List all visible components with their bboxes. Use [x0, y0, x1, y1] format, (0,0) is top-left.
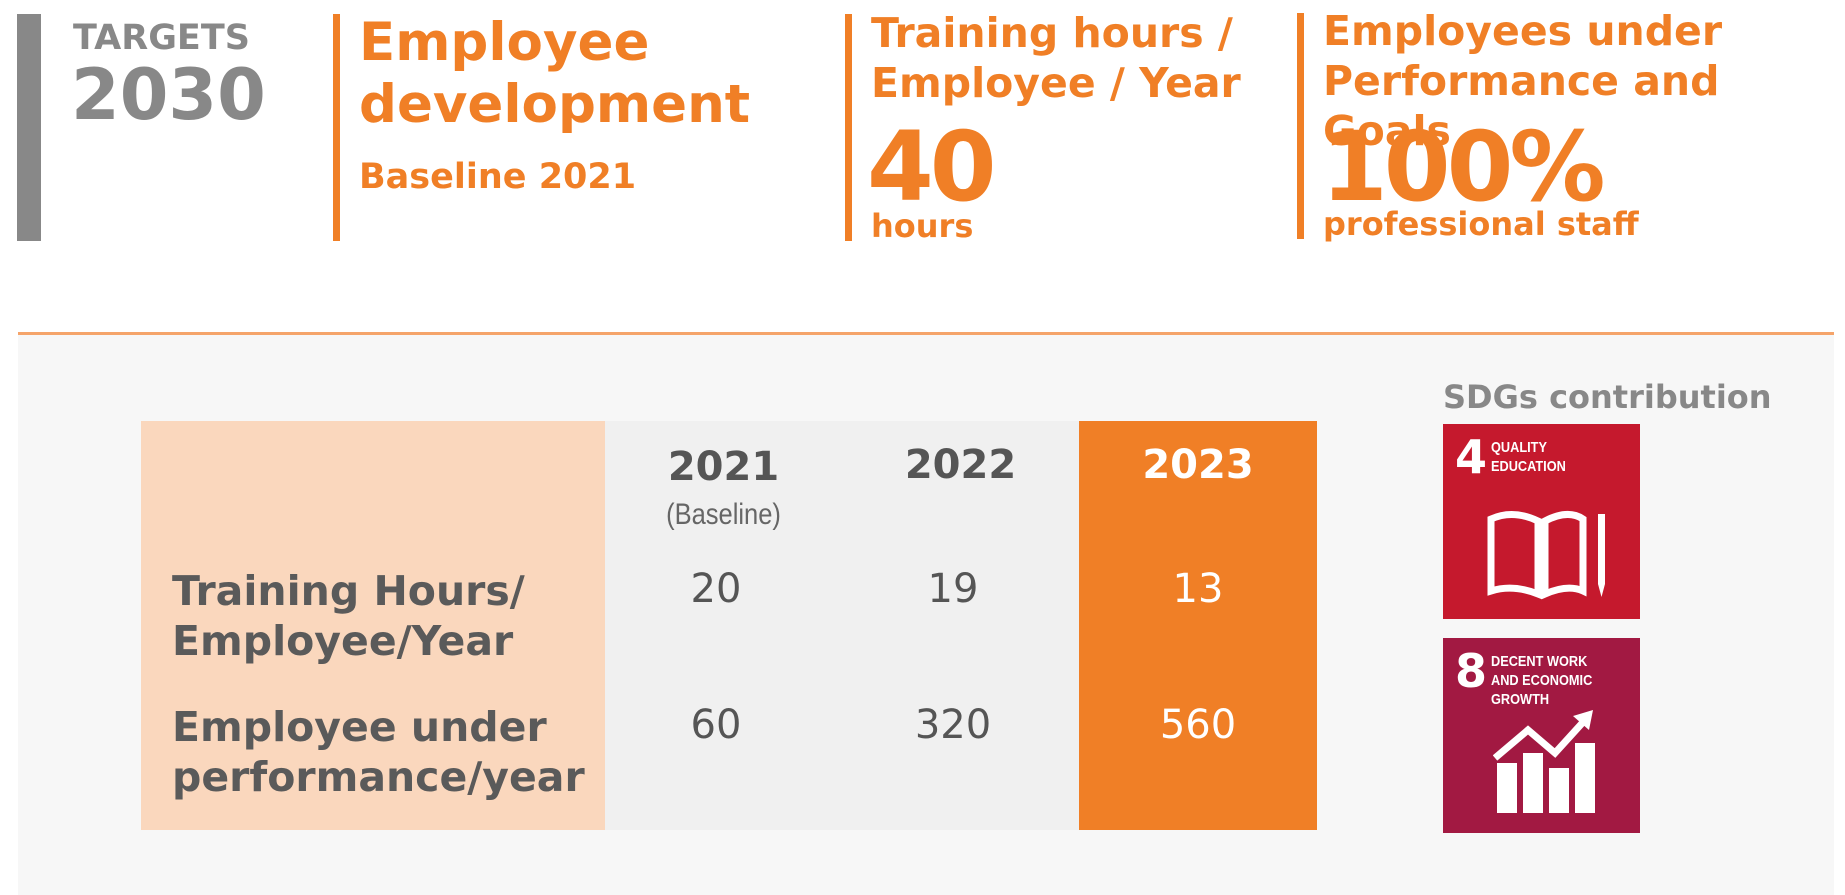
separator [18, 332, 1834, 335]
target-value: 40 [867, 111, 997, 223]
divider [845, 14, 852, 241]
target-title: Training hours / Employee / Year [871, 9, 1241, 107]
sdg-number: 4 [1455, 430, 1488, 484]
sdg-icon [1493, 710, 1595, 813]
target-value: 100% [1321, 111, 1606, 223]
target-unit: hours [871, 207, 974, 245]
cell: 19 [927, 566, 979, 612]
cell: 20 [690, 566, 742, 612]
cell: 13 [1172, 566, 1224, 612]
column-header: 2021 [667, 444, 780, 490]
sdg-tile: 4 QUALITY EDUCATION [1443, 424, 1640, 619]
sdg-tile: 8 DECENT WORK AND ECONOMIC GROWTH [1443, 638, 1640, 833]
divider [1297, 13, 1304, 239]
column-header: 2023 [1142, 442, 1254, 488]
row-label: Training Hours/ Employee/Year [172, 567, 525, 665]
targets-label: TARGETS [73, 18, 250, 58]
sdg-icon [1487, 511, 1605, 600]
sdg-name: DECENT WORK AND ECONOMIC GROWTH [1491, 653, 1593, 708]
section-subtitle: Baseline 2021 [359, 157, 637, 197]
section-title: Employee development [359, 12, 751, 135]
value-columns [605, 421, 1079, 830]
target-title: Employees under Performance and Goals [1323, 7, 1723, 155]
label-column [141, 421, 605, 830]
highlight-column [1079, 421, 1317, 830]
sdg-name: QUALITY EDUCATION [1491, 439, 1566, 475]
cell: 320 [914, 702, 992, 748]
cell: 60 [690, 702, 742, 748]
sdgs-title: SDGs contribution [1443, 378, 1772, 416]
sdg-number: 8 [1455, 644, 1488, 698]
accent-bar [17, 14, 41, 241]
column-note: (Baseline) [666, 498, 781, 531]
cell: 560 [1159, 702, 1237, 748]
column-header: 2022 [904, 442, 1017, 488]
row-label: Employee under performance/year [172, 703, 585, 801]
divider [333, 14, 340, 241]
target-unit: professional staff [1323, 205, 1639, 243]
targets-year: 2030 [71, 54, 266, 136]
